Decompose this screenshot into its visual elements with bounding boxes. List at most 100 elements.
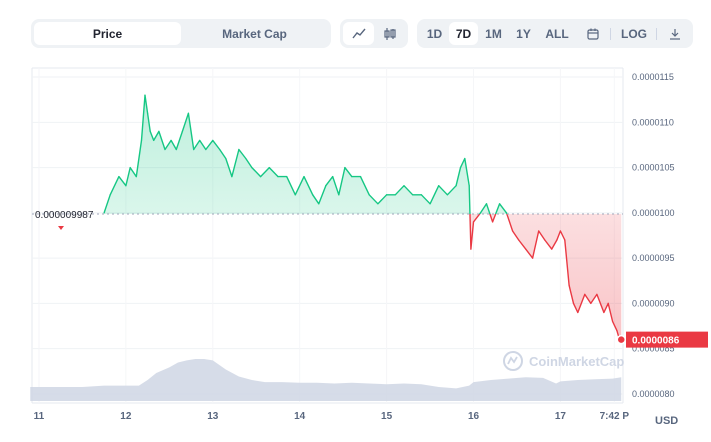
- baseline-label: 0.000009987: [35, 210, 94, 221]
- price-point: [140, 139, 143, 142]
- price-point: [377, 203, 379, 205]
- price-point: [446, 194, 449, 196]
- price-point: [455, 185, 457, 187]
- price-point: [129, 166, 131, 169]
- baseline-arrow-icon: [58, 226, 64, 231]
- y-tick-label: 0.0000105: [632, 163, 675, 173]
- range-1y[interactable]: 1Y: [516, 26, 531, 41]
- toolbar-divider: [656, 28, 657, 40]
- y-tick-label: 0.0000095: [632, 253, 675, 263]
- range-1m[interactable]: 1M: [485, 26, 502, 41]
- price-point: [438, 185, 440, 187]
- price-point: [318, 203, 320, 205]
- price-point: [544, 239, 546, 241]
- price-point: [144, 94, 146, 96]
- tab-market-cap[interactable]: Market Cap: [222, 26, 287, 41]
- price-point: [359, 176, 362, 178]
- line-chart-icon[interactable]: [343, 22, 374, 45]
- price-point: [187, 112, 190, 114]
- range-all[interactable]: ALL: [545, 26, 569, 41]
- price-point: [525, 248, 527, 250]
- x-tick-label: 11: [34, 411, 45, 422]
- price-point: [518, 239, 520, 241]
- tab-price[interactable]: Price: [34, 22, 181, 45]
- price-point: [412, 194, 414, 196]
- price-point: [572, 302, 575, 305]
- price-point: [607, 302, 609, 305]
- price-point: [338, 194, 340, 196]
- price-point: [303, 176, 305, 178]
- price-point: [325, 185, 327, 187]
- price-point: [551, 248, 553, 250]
- price-point: [556, 239, 558, 241]
- x-tick-label: 12: [120, 411, 132, 422]
- calendar-icon[interactable]: [579, 22, 607, 45]
- price-line: [103, 94, 622, 341]
- y-tick-label: 0.0000115: [632, 72, 674, 82]
- last-price-dot: [616, 334, 627, 345]
- price-point: [611, 320, 614, 323]
- grid-lines: [31, 67, 624, 404]
- price-point: [135, 176, 137, 178]
- price-point: [219, 148, 221, 151]
- chart-type-tabs: Price Market Cap: [31, 19, 331, 48]
- price-point: [577, 311, 579, 314]
- price-point: [568, 284, 570, 286]
- log-scale-toggle[interactable]: LOG: [621, 26, 647, 41]
- y-tick-label: 0.0000090: [632, 298, 675, 308]
- price-point: [590, 302, 592, 305]
- price-point: [596, 293, 598, 295]
- y-tick-label: 0.0000080: [632, 389, 675, 399]
- price-point: [386, 194, 388, 196]
- coinmarketcap-logo-icon: [503, 351, 523, 371]
- price-point: [153, 139, 155, 142]
- x-tick-label: 7:42 P: [600, 411, 630, 422]
- price-point: [238, 148, 240, 151]
- price-point: [564, 239, 566, 241]
- candlestick-icon[interactable]: [374, 22, 405, 45]
- price-point: [498, 203, 501, 205]
- price-point: [175, 148, 177, 151]
- price-point: [468, 185, 470, 187]
- price-point: [332, 176, 334, 178]
- price-point: [616, 329, 618, 332]
- price-point: [368, 194, 370, 196]
- price-point: [485, 203, 488, 205]
- price-point: [181, 130, 183, 132]
- price-point: [146, 112, 149, 114]
- watermark: CoinMarketCap: [503, 351, 624, 371]
- watermark-text: CoinMarketCap: [529, 354, 624, 369]
- baseline: 0.000009987: [32, 210, 623, 231]
- y-tick-label: 0.0000085: [632, 344, 675, 354]
- range-7d[interactable]: 7D: [449, 22, 478, 45]
- price-point: [459, 166, 462, 169]
- price-point: [512, 230, 514, 232]
- price-point: [149, 130, 151, 132]
- price-point: [470, 248, 472, 250]
- price-point: [118, 176, 120, 178]
- y-tick-label: 0.0000100: [632, 208, 675, 218]
- x-tick-label: 15: [381, 411, 393, 422]
- last-price-label: 0.0000086: [632, 336, 680, 347]
- price-point: [103, 212, 105, 214]
- price-point: [268, 166, 270, 169]
- x-tick-label: 14: [294, 411, 306, 422]
- price-point: [492, 221, 494, 223]
- price-point: [231, 176, 233, 178]
- y-axis: 0.0000115 0.0000110 0.0000105 0.0000100 0.00…: [632, 72, 675, 399]
- price-point: [125, 185, 127, 187]
- download-icon[interactable]: [661, 22, 689, 45]
- price-point: [584, 293, 586, 295]
- x-tick-label: 16: [468, 411, 480, 422]
- range-1d[interactable]: 1D: [426, 26, 443, 41]
- x-axis: 11 12 13 14 15 16 17 7:42 P: [34, 411, 630, 422]
- x-tick-label: 13: [207, 411, 219, 422]
- price-area-down: [104, 214, 622, 340]
- price-point: [603, 311, 605, 314]
- price-point: [294, 194, 296, 196]
- price-point: [472, 221, 475, 223]
- price-point: [464, 157, 466, 160]
- volume-path: [30, 359, 622, 401]
- price-point: [245, 157, 247, 160]
